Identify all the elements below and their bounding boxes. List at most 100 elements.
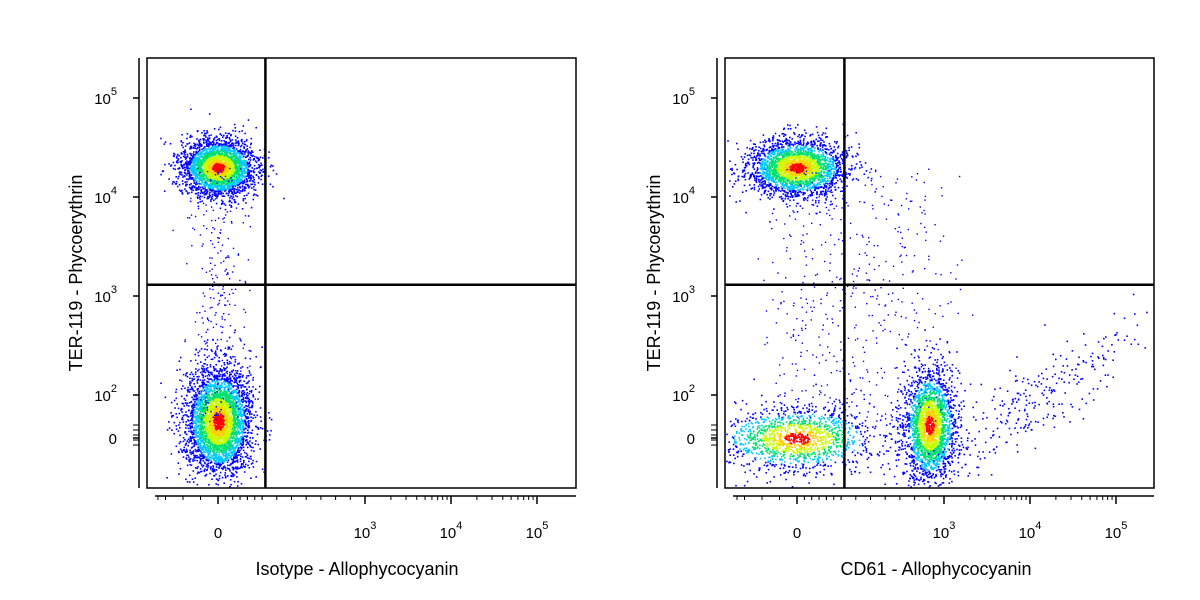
event-dot [205,141,207,144]
event-dot [232,355,234,358]
event-dot [236,195,239,198]
event-dot [246,435,249,437]
event-dot [176,403,178,405]
event-dot [206,130,208,132]
event-dot [193,157,196,159]
event-dot [189,184,191,186]
event-dot [194,373,197,375]
event-dot [222,167,225,169]
event-dot [233,192,236,195]
event-dot [255,174,258,176]
event-dot [251,150,253,152]
event-dot [198,180,201,183]
event-dot [224,177,227,179]
event-dot [229,144,231,146]
event-dot [218,149,220,152]
event-dot [194,477,197,479]
event-dot [251,183,254,185]
event-dot [229,180,231,183]
event-dot [176,160,178,163]
event-dot [238,373,241,375]
event-dot [239,455,242,457]
event-dot [198,142,201,145]
event-dot [208,154,210,157]
event-dot [219,163,221,165]
event-dot [184,169,187,171]
event-dot [203,179,205,181]
event-dot [247,168,250,171]
event-dot [226,173,229,176]
event-dot [206,167,208,170]
event-dot [250,142,252,145]
event-dot [203,184,205,187]
event-dot [187,172,189,174]
event-dot [253,188,255,191]
event-dot [248,166,250,168]
event-dot [227,464,229,467]
event-dot [217,190,219,193]
event-dot [246,194,248,196]
event-dot [184,154,186,156]
event-dot [187,178,190,181]
event-dot [179,161,181,163]
event-dot [177,161,179,164]
event-dot [205,159,207,161]
event-dot [181,133,183,136]
event-dot [248,380,250,382]
event-dot [247,175,249,178]
event-dot [224,189,227,192]
event-dot [228,200,230,203]
event-dot [211,174,213,177]
event-dot [186,160,188,162]
event-dot [237,180,239,183]
event-dot [195,177,197,179]
event-dot [242,199,245,202]
event-dot [205,184,207,187]
event-dot [194,175,197,177]
event-dot [252,170,255,173]
event-dot [186,183,189,186]
event-dot [193,142,195,145]
event-dot [175,445,178,448]
event-dot [199,195,201,197]
event-dot [186,137,188,140]
event-dot [215,156,217,158]
event-dot [226,154,228,156]
event-dot [249,156,251,159]
event-dot [229,172,232,175]
event-dot [220,166,223,169]
event-dot [236,178,238,181]
event-dot [223,145,226,147]
event-dot [189,200,192,203]
event-dot [249,350,252,352]
event-dot [220,154,223,156]
event-dot [248,386,250,388]
event-dot [241,208,244,210]
event-dot [236,173,238,175]
event-dot [219,188,222,190]
event-dot [230,184,232,187]
event-dot [183,152,186,155]
event-dot [251,406,253,409]
event-dot [231,178,234,180]
event-dot [197,147,199,149]
event-dot [180,409,182,411]
event-dot [243,170,245,173]
event-dot [207,185,210,187]
event-dot [232,462,234,465]
event-dot [241,404,243,406]
event-dot [175,176,177,178]
event-dot [176,161,178,164]
event-dot [185,411,187,413]
event-dot [208,143,211,145]
event-dot [240,154,243,156]
event-dot [214,136,216,139]
event-dot [239,170,242,172]
event-dot [207,178,209,181]
event-dot [243,140,246,143]
event-dot [237,176,239,178]
event-dot [211,182,214,185]
event-dot [182,155,185,158]
event-dot [236,388,238,391]
